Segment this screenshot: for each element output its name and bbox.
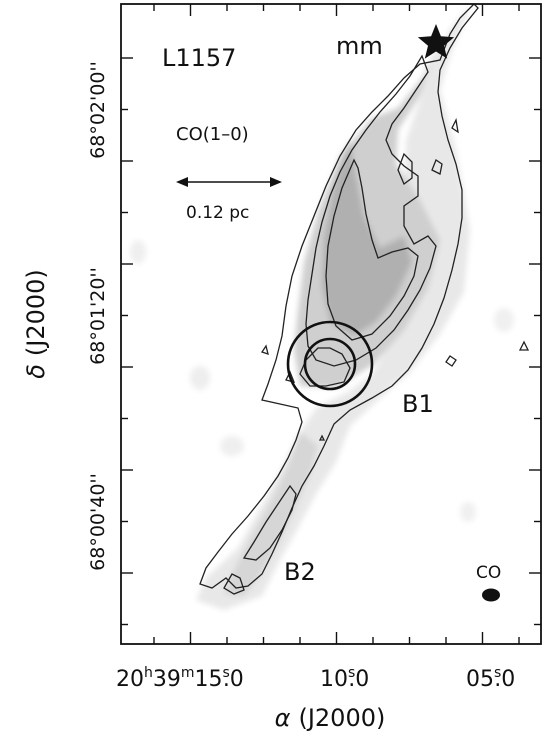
contour-small-island [431, 159, 443, 175]
emission-speck [460, 502, 476, 522]
x-tick-label: 10s.0 [320, 665, 369, 692]
knot-label-b1: B1 [402, 390, 434, 418]
x-axis-label: α (J2000) [275, 704, 386, 732]
b1-outer-circle [286, 320, 374, 408]
scale-bar-label: 0.12 pc [186, 203, 249, 223]
contour-b1-knot [299, 347, 351, 387]
y-tick-label: 68°02'00'' [87, 61, 109, 159]
emission-map [130, 4, 514, 610]
emission-speck [494, 308, 514, 332]
emission-speck [130, 240, 146, 264]
contour-small-island [285, 370, 296, 383]
contour-lower-tail [223, 573, 245, 595]
contour-inner [325, 158, 419, 341]
emission-core [322, 140, 412, 336]
contour-small-island [451, 117, 459, 134]
contour-lower-knot [242, 484, 297, 561]
contour-small-island [318, 434, 326, 441]
y-tick-label: 68°00'40'' [87, 473, 109, 571]
contour-small-island [397, 152, 413, 186]
emission-speck [220, 436, 244, 456]
beam-label: CO [476, 563, 501, 583]
contour-outer [199, 4, 479, 589]
molecule-label: CO(1–0) [176, 124, 249, 145]
star-icon [417, 24, 455, 59]
x-tick-label: 20h39m15s.0 [116, 665, 244, 692]
scale-bar [176, 177, 282, 187]
y-axis-label: δ(J2000) [22, 269, 50, 379]
contour-small-island [445, 355, 457, 367]
contour-small-island [518, 340, 530, 351]
region-label: L1157 [162, 44, 236, 72]
contour-small-island [260, 344, 269, 355]
contours [199, 4, 530, 595]
beam-ellipse [482, 588, 500, 602]
b1-inner-circle [303, 337, 357, 391]
emission-speck [190, 366, 210, 390]
knot-label-b2: B2 [284, 558, 316, 586]
x-tick-label: 05s.0 [466, 665, 515, 692]
contour-mid [305, 54, 437, 367]
y-tick-label: 68°01'20'' [87, 267, 109, 365]
source-label: mm [336, 32, 383, 60]
plot-frame [120, 3, 542, 645]
axis-ticks [121, 4, 541, 644]
